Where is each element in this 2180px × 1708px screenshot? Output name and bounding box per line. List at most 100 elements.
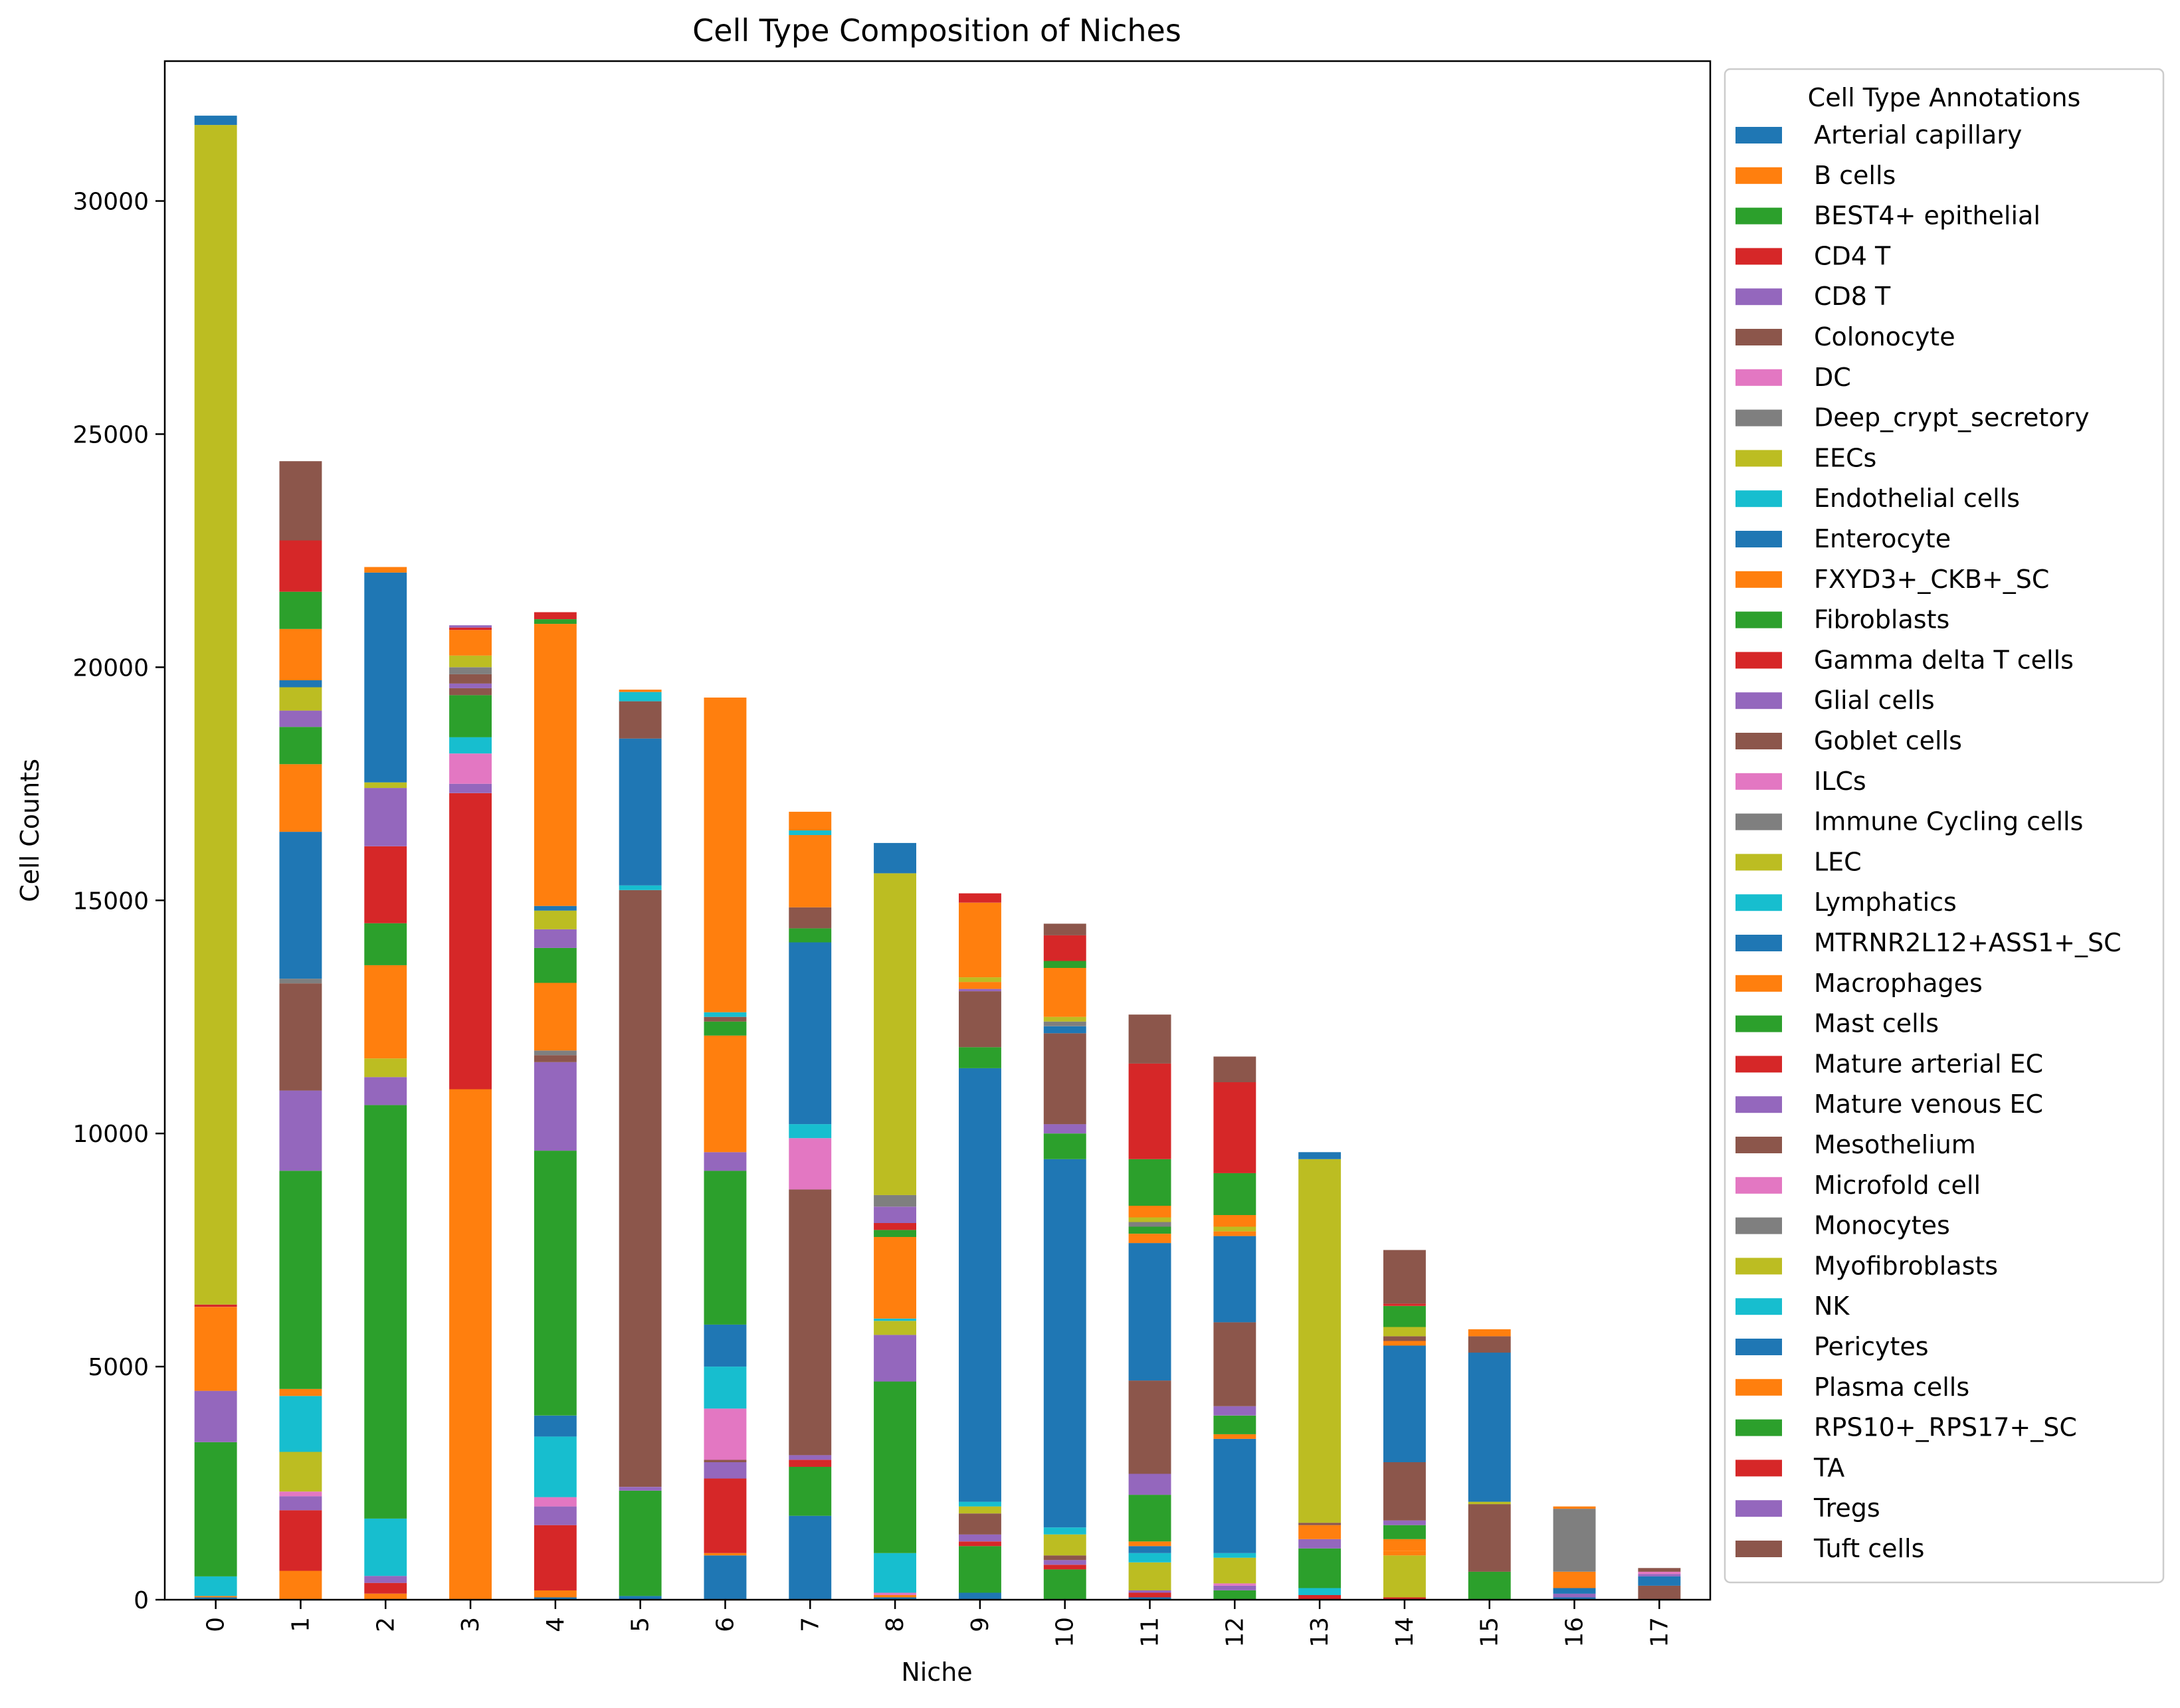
bar-segment [619,890,662,1487]
legend-entry: Monocytes [1814,1211,1950,1240]
bar-segment [1298,1539,1341,1549]
bar-segment [1383,1345,1426,1462]
bar-segment [1128,1473,1171,1495]
bar-segment [1043,1534,1086,1556]
legend-swatch [1735,1419,1782,1436]
bar-segment [874,873,916,1195]
bar-segment [1468,1336,1511,1353]
x-tick-label: 6 [712,1617,739,1632]
bar-segment [279,727,322,765]
bar-segment [1128,1243,1171,1381]
bar-segment [959,1506,1001,1514]
legend-entry: Goblet cells [1814,726,1962,755]
bar-segment [874,1222,916,1230]
bar-segment [789,835,832,907]
bar-segment [704,1408,747,1460]
bar-segment [364,965,407,1059]
bar-segment [194,1304,237,1307]
legend-entry: LEC [1814,847,1862,876]
bar-segment [1213,1434,1256,1439]
bar-segment [534,947,577,983]
legend-entry: Arterial capillary [1814,120,2022,149]
bar-segment [1383,1336,1426,1341]
y-tick-label: 20000 [72,654,149,682]
bar-segment [534,1050,577,1056]
bar-segment [1043,1159,1086,1528]
bar-segment [959,1534,1001,1542]
legend-swatch [1735,692,1782,710]
x-tick-label: 4 [542,1617,569,1632]
legend-entry: Colonocyte [1814,322,1955,351]
legend-swatch [1735,1096,1782,1113]
bar-segment [1213,1583,1256,1586]
y-tick-label: 5000 [88,1354,149,1381]
bar-segment [1298,1588,1341,1595]
x-tick-label: 9 [967,1617,994,1632]
bar-segment [959,991,1001,1048]
legend-entry: DC [1814,363,1851,392]
bar-segment [449,783,492,793]
legend-entry: Mature arterial EC [1814,1049,2043,1078]
legend-swatch [1735,167,1782,184]
legend-entry: Tuft cells [1813,1534,1924,1563]
bar-segment [1043,1565,1086,1570]
bar-segment [279,979,322,984]
legend-swatch [1735,369,1782,386]
bar-segment [449,1089,492,1600]
y-tick-label: 0 [134,1587,149,1614]
bar-segment [1553,1506,1596,1509]
legend-swatch [1735,1217,1782,1234]
bar-segment [1213,1438,1256,1553]
y-axis: 0 5000 10000 15000 20000 25000 30000 [72,189,165,1614]
legend-swatch [1735,894,1782,911]
bar-segment [534,905,577,911]
bar-segment [874,1335,916,1382]
bar-segment [619,1487,662,1491]
bar-segment [704,1016,747,1022]
chart-title: Cell Type Composition of Niches [692,13,1181,48]
legend-entry: CD8 T [1814,282,1891,311]
bar-segment [1638,1585,1681,1600]
bar-segment [1383,1525,1426,1539]
bar-segment [534,619,577,624]
bar-segment [1213,1215,1256,1227]
bar-segment [1553,1597,1596,1600]
bar-segment [1128,1014,1171,1064]
bar-segment [1298,1523,1341,1525]
bar-segment [789,830,832,835]
bar-segment [449,753,492,784]
bar-segment [874,842,916,874]
bar-segment [704,1012,747,1017]
bar-segment [959,1513,1001,1535]
bar-segment [1383,1462,1426,1521]
bar-segment [279,983,322,1091]
bar-segment [1383,1597,1426,1600]
legend-entry: Mature venous EC [1814,1090,2043,1119]
bar-segment [959,982,1001,989]
bar-segment [534,1055,577,1062]
bar-segment [534,1597,577,1600]
bar-segment [1383,1303,1426,1306]
bar-segment [534,1525,577,1590]
bar-segment [1213,1236,1256,1323]
x-tick-label: 14 [1391,1617,1419,1648]
bar-segment [1128,1597,1171,1600]
bar-segment [874,1595,916,1598]
bar-segment [1298,1548,1341,1588]
bar-segment [194,116,237,126]
bar-segment [1043,1560,1086,1565]
bar-segment [534,1506,577,1525]
bar-segment [789,811,832,830]
bar-segment [534,1415,577,1437]
bar-segment [364,923,407,965]
bar-segment [1128,1592,1171,1598]
bar-segment [279,1452,322,1492]
bar-segment [194,1596,237,1598]
bar-segment [1043,1133,1086,1159]
bar-segment [874,1592,916,1595]
bar-segment [1128,1217,1171,1222]
bar-segment [534,1497,577,1507]
bar-segment [1213,1082,1256,1173]
legend-swatch [1735,409,1782,427]
legend-entry: Pericytes [1814,1332,1929,1361]
